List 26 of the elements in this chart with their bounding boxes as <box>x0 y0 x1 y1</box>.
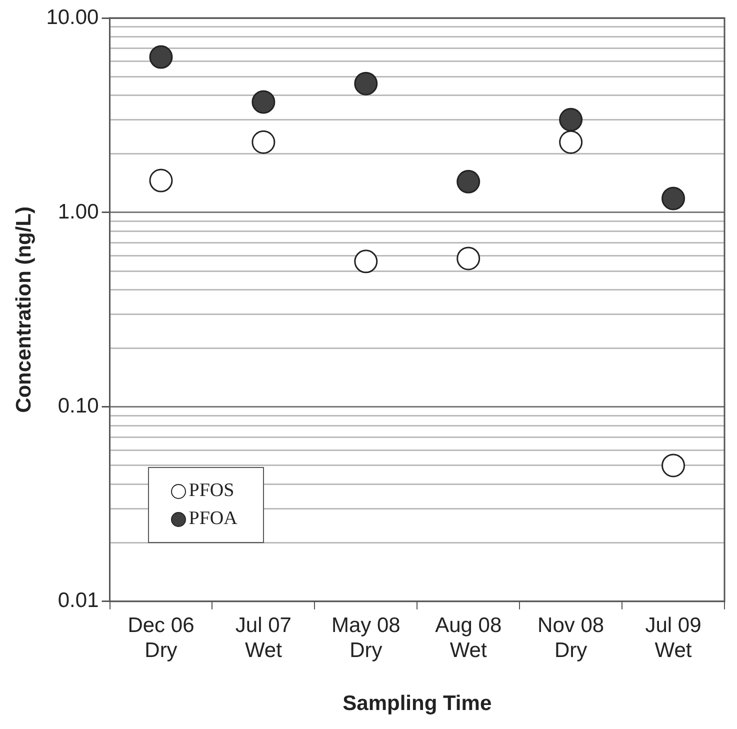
point <box>354 250 378 274</box>
y-axis-title: Concentration (ng/L) <box>12 206 36 413</box>
y-tick-label: 10.00 <box>46 6 99 29</box>
y-tick-label: 0.10 <box>58 394 99 418</box>
legend-label: PFOS <box>188 480 234 502</box>
point <box>456 246 480 270</box>
point <box>559 130 583 154</box>
y-tick-label: 1.00 <box>58 200 99 224</box>
point <box>252 130 276 154</box>
x-tick-label: Nov 08 Dry <box>538 614 604 662</box>
legend-label: PFOA <box>188 508 238 530</box>
x-tick-label: Aug 08 Wet <box>435 614 502 662</box>
x-tick-label: May 08 Dry <box>331 614 400 662</box>
y-tick-label: 0.01 <box>58 589 99 612</box>
x-axis-title: Sampling Time <box>342 692 492 716</box>
point <box>354 72 378 96</box>
x-tick-label: Jul 09 Wet <box>645 614 702 662</box>
point <box>662 186 686 210</box>
point <box>149 168 173 192</box>
x-tick-label: Dec 06 Dry <box>128 614 194 662</box>
point <box>252 90 276 114</box>
point <box>456 170 480 194</box>
x-tick-label: Jul 07 Wet <box>235 614 292 662</box>
point <box>149 45 173 69</box>
point <box>662 454 686 478</box>
point <box>559 108 583 132</box>
